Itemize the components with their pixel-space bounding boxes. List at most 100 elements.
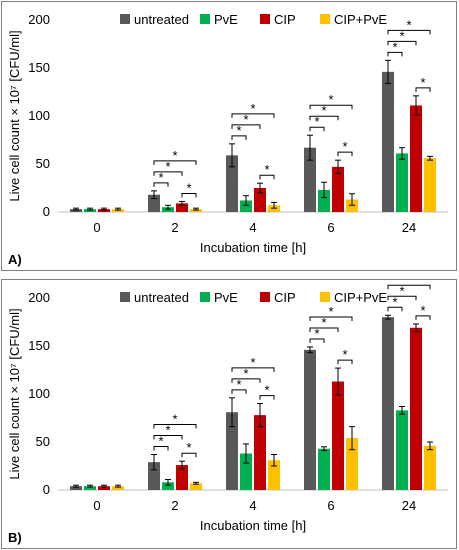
x-tick-label: 6 — [327, 498, 334, 513]
significance-bracket — [387, 295, 417, 301]
legend-label: PvE — [214, 290, 238, 305]
y-tick-label: 150 — [28, 60, 50, 75]
legend-label: untreated — [134, 12, 189, 27]
significance-star: * — [264, 383, 269, 398]
significance-star: * — [399, 28, 404, 43]
legend-label: PvE — [214, 12, 238, 27]
bar-pve — [84, 486, 96, 490]
significance-bracket — [309, 115, 339, 121]
significance-bracket — [231, 389, 247, 394]
x-tick-label: 4 — [249, 220, 256, 235]
significance-star: * — [420, 75, 425, 90]
significance-star: * — [172, 411, 177, 426]
significance-star: * — [158, 170, 163, 185]
legend-swatch — [120, 292, 130, 302]
significance-star: * — [236, 377, 241, 392]
significance-bracket — [153, 171, 183, 176]
legend-swatch — [320, 14, 330, 24]
bar-cip — [332, 166, 344, 212]
significance-bracket — [309, 104, 353, 110]
significance-star: * — [165, 159, 170, 174]
significance-star: * — [399, 283, 404, 298]
significance-bracket — [231, 367, 275, 372]
x-tick-label: 4 — [249, 498, 256, 513]
legend-label: untreated — [134, 290, 189, 305]
bar-pve — [318, 448, 330, 490]
significance-star: * — [172, 148, 177, 163]
significance-bracket — [231, 378, 261, 383]
significance-star: * — [243, 112, 248, 127]
bar-untreated — [70, 486, 82, 490]
bar-pve — [396, 410, 408, 490]
bar-pve — [318, 189, 330, 212]
legend-swatch — [200, 14, 210, 24]
x-tick-label: 0 — [93, 220, 100, 235]
bar-untreated — [226, 155, 238, 212]
significance-star: * — [342, 139, 347, 154]
significance-bracket — [309, 316, 353, 321]
legend-label: CIP+PvE — [334, 12, 387, 27]
y-axis-title: Live cell count × 10⁷ [CFU/ml] — [7, 30, 22, 201]
bar-cip-pve — [424, 158, 436, 212]
x-tick-label: 0 — [93, 498, 100, 513]
significance-star: * — [165, 422, 170, 437]
significance-star: * — [158, 433, 163, 448]
legend-swatch — [200, 292, 210, 302]
significance-bracket — [181, 452, 197, 458]
panel-label: B) — [8, 530, 22, 545]
bar-cip — [410, 105, 422, 212]
bar-cip — [254, 188, 266, 212]
significance-star: * — [342, 347, 347, 362]
bar-untreated — [304, 349, 316, 490]
panel-a: 0 50 100 150 200 Live cell count × 10⁷ [CFU/m… — [1, 1, 457, 271]
bar-pve — [240, 200, 252, 212]
significance-bracket — [415, 315, 431, 320]
x-tick-label: 24 — [402, 498, 416, 513]
y-axis-title: Live cell count × 10⁷ [CFU/ml] — [7, 308, 22, 479]
significance-bracket — [231, 124, 261, 129]
bar-untreated — [382, 71, 394, 212]
y-tick-label: 200 — [28, 12, 50, 27]
significance-star: * — [314, 326, 319, 341]
significance-star: * — [328, 92, 333, 107]
chart-b-svg: 0 50 100 150 200 Live cell count × 10⁷ [CFU/m… — [7, 280, 448, 545]
significance-bracket — [153, 423, 197, 429]
y-tick-label: 100 — [28, 108, 50, 123]
significance-star: * — [406, 17, 411, 32]
significance-bracket — [387, 40, 417, 46]
y-tick-label: 100 — [28, 386, 50, 401]
significance-bracket — [387, 51, 403, 57]
y-tick-label: 0 — [43, 204, 50, 219]
panel-label: A) — [8, 252, 22, 267]
x-tick-label: 6 — [327, 220, 334, 235]
significance-bracket — [181, 192, 197, 198]
significance-star: * — [186, 180, 191, 195]
legend-swatch — [260, 292, 270, 302]
bar-pve — [396, 153, 408, 212]
panel-b: 0 50 100 150 200 Live cell count × 10⁷ [CFU/m… — [1, 279, 457, 549]
significance-bracket — [231, 113, 275, 118]
chart-a-svg: 0 50 100 150 200 Live cell count × 10⁷ [CFU/m… — [7, 12, 448, 267]
bar-cip — [176, 203, 188, 212]
legend-swatch — [120, 14, 130, 24]
significance-bracket — [415, 87, 431, 92]
significance-bracket — [153, 160, 197, 165]
significance-star: * — [243, 366, 248, 381]
significance-bracket — [231, 135, 247, 140]
significance-star: * — [250, 355, 255, 370]
significance-bracket — [153, 445, 169, 451]
bar-cip-pve — [346, 438, 358, 490]
significance-bracket — [153, 182, 169, 187]
significance-star: * — [236, 123, 241, 138]
bar-cip — [332, 381, 344, 490]
bar-cip — [410, 327, 422, 490]
legend-swatch — [260, 14, 270, 24]
bar-cip — [254, 415, 266, 490]
y-tick-label: 0 — [43, 482, 50, 497]
y-tick-label: 50 — [36, 156, 50, 171]
significance-star: * — [250, 101, 255, 116]
significance-bracket — [309, 327, 339, 332]
bar-cip-pve — [190, 483, 202, 490]
x-axis-title: Incubation time [h] — [200, 240, 306, 255]
significance-bracket — [259, 395, 275, 400]
